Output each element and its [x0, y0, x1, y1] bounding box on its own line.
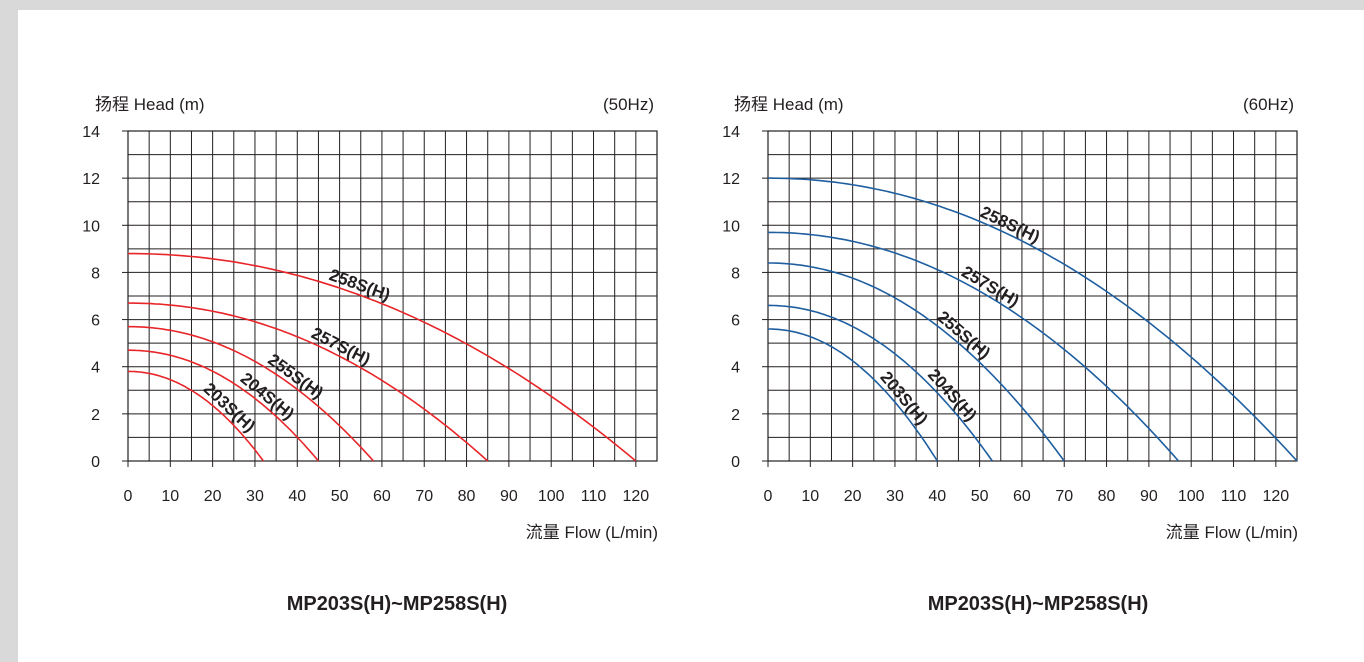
x-tick-label: 110 [1221, 488, 1247, 505]
pump-curve-chart-50hz: 扬程 Head (m) (50Hz) 流量 Flow (L/min) MP203… [82, 95, 658, 615]
y-tick-label: 4 [91, 360, 100, 377]
series-label: 257S(H) [958, 262, 1022, 310]
curve-257S(H) [128, 302, 489, 462]
x-tick-label: 80 [458, 488, 476, 505]
x-tick-label: 60 [1013, 488, 1031, 505]
curve-203S(H) [768, 328, 938, 462]
page-background [18, 10, 1364, 662]
x-tick-label: 60 [373, 488, 391, 505]
x-tick-label: 80 [1098, 488, 1116, 505]
y-tick-label: 6 [91, 313, 100, 330]
x-tick-label: 10 [801, 488, 819, 505]
x-tick-label: 90 [1140, 488, 1158, 505]
x-tick-label: 0 [764, 488, 773, 505]
curve-203S(H) [128, 370, 265, 462]
curve-204S(H) [128, 349, 320, 462]
series-label: 258S(H) [327, 265, 393, 304]
y-tick-label: 8 [731, 265, 740, 282]
x-tick-label: 70 [415, 488, 433, 505]
x-tick-label: 90 [500, 488, 518, 505]
y-axis-label: 扬程 Head (m) [95, 95, 205, 114]
y-tick-label: 0 [731, 454, 740, 471]
frequency-label: (50Hz) [603, 95, 654, 114]
y-tick-label: 12 [82, 171, 100, 188]
y-tick-label: 2 [731, 407, 740, 424]
x-axis-label: 流量 Flow (L/min) [1166, 523, 1298, 542]
chart-title: MP203S(H)~MP258S(H) [928, 593, 1149, 615]
y-tick-label: 2 [91, 407, 100, 424]
x-tick-label: 50 [331, 488, 349, 505]
series-label: 255S(H) [934, 307, 994, 363]
x-tick-label: 100 [538, 488, 565, 505]
x-tick-label: 70 [1055, 488, 1073, 505]
x-tick-label: 20 [204, 488, 222, 505]
x-tick-label: 30 [886, 488, 904, 505]
x-tick-label: 110 [581, 488, 607, 505]
x-tick-label: 20 [844, 488, 862, 505]
curve-255S(H) [127, 325, 375, 462]
curve-258S(H) [767, 177, 1298, 462]
x-tick-label: 120 [1262, 488, 1289, 505]
frequency-label: (60Hz) [1243, 95, 1294, 114]
chart-title: MP203S(H)~MP258S(H) [287, 593, 508, 615]
y-tick-label: 4 [731, 360, 740, 377]
x-tick-label: 120 [622, 488, 649, 505]
x-tick-label: 30 [246, 488, 264, 505]
x-axis-label: 流量 Flow (L/min) [526, 523, 658, 542]
x-tick-label: 0 [124, 488, 133, 505]
x-tick-label: 50 [971, 488, 989, 505]
plot-frame [127, 130, 658, 462]
curve-257S(H) [768, 231, 1180, 462]
curve-204S(H) [768, 304, 993, 462]
y-tick-label: 10 [722, 218, 740, 235]
y-tick-label: 12 [722, 171, 740, 188]
y-tick-label: 8 [91, 265, 100, 282]
y-tick-label: 6 [731, 313, 740, 330]
y-axis-label: 扬程 Head (m) [734, 95, 844, 114]
x-tick-label: 40 [288, 488, 306, 505]
x-tick-label: 40 [928, 488, 946, 505]
series-label: 204S(H) [924, 365, 980, 425]
y-tick-label: 14 [722, 124, 740, 141]
x-tick-label: 100 [1178, 488, 1205, 505]
curve-255S(H) [768, 262, 1065, 462]
plot-frame [767, 130, 1298, 462]
y-tick-label: 0 [91, 454, 100, 471]
curve-258S(H) [128, 252, 637, 462]
y-tick-label: 14 [82, 124, 100, 141]
series-label: 203S(H) [876, 368, 931, 429]
x-tick-label: 10 [161, 488, 179, 505]
pump-curve-chart-60hz: 扬程 Head (m) (60Hz) 流量 Flow (L/min) MP203… [722, 95, 1298, 615]
y-tick-label: 10 [82, 218, 100, 235]
